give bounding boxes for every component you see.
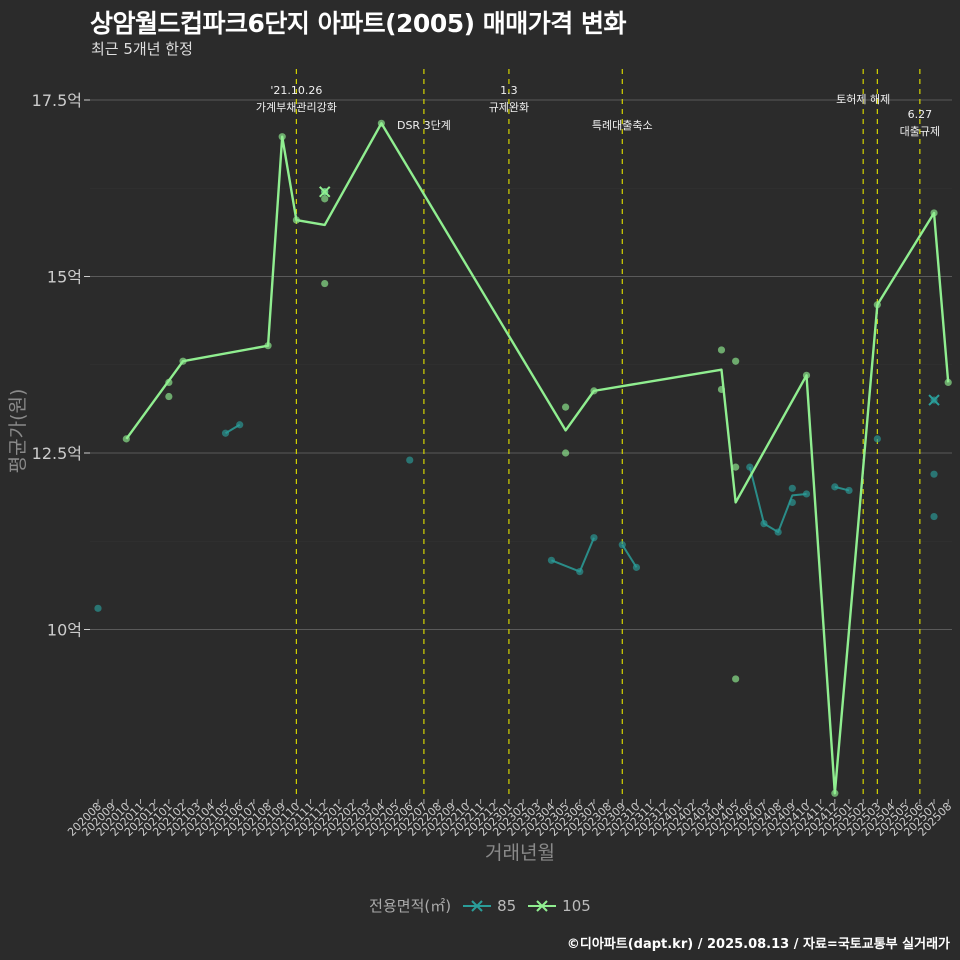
source-caption: ©디아파트(dapt.kr) / 2025.08.13 / 자료=국토교통부 실… bbox=[566, 937, 950, 952]
event-label: 대출규제 bbox=[900, 125, 940, 138]
grid-layer: 10억12.5억15억17.5억202008202009202010202011… bbox=[32, 91, 955, 839]
data-point-105 bbox=[717, 346, 726, 354]
chart-subtitle: 최근 5개년 한정 bbox=[91, 40, 193, 58]
line-layer bbox=[125, 122, 950, 795]
data-point-85 bbox=[590, 534, 598, 542]
event-label: 6.27 bbox=[908, 108, 933, 121]
data-point-85 bbox=[930, 470, 938, 478]
data-point-105 bbox=[873, 301, 881, 309]
data-point-105 bbox=[165, 378, 173, 386]
point-layer bbox=[94, 119, 952, 797]
data-point-105 bbox=[321, 195, 329, 203]
x-axis-title: 거래년월 bbox=[485, 842, 555, 864]
legend: 전용면적(㎡) 85 105 bbox=[0, 895, 960, 916]
data-point-105 bbox=[802, 371, 811, 379]
series-line-85 bbox=[748, 466, 807, 534]
event-label: '21.10.26 bbox=[270, 84, 322, 97]
legend-label-105: 105 bbox=[562, 896, 591, 915]
data-point-105 bbox=[732, 675, 740, 683]
data-point-85 bbox=[930, 512, 938, 521]
data-point-85 bbox=[236, 421, 244, 429]
event-label: DSR 3단계 bbox=[397, 119, 451, 132]
data-point-105 bbox=[292, 216, 300, 224]
data-point-105 bbox=[831, 789, 839, 797]
data-point-105 bbox=[278, 133, 286, 141]
data-point-105 bbox=[732, 357, 740, 365]
data-point-105 bbox=[321, 279, 329, 288]
latest-marker-85 bbox=[928, 394, 940, 406]
y-tick-label: 12.5억 bbox=[32, 444, 82, 463]
data-point-85 bbox=[94, 604, 102, 612]
series-line-85 bbox=[621, 544, 638, 568]
y-axis-title: 평균가(원) bbox=[7, 389, 29, 474]
data-point-105 bbox=[590, 387, 598, 395]
legend-title: 전용면적(㎡) bbox=[369, 897, 452, 915]
data-point-85 bbox=[774, 528, 782, 536]
event-label: 1.3 bbox=[500, 84, 518, 97]
data-point-85 bbox=[746, 463, 754, 471]
series-line-85 bbox=[551, 537, 595, 573]
latest-marker-105 bbox=[319, 186, 331, 198]
series-line-105 bbox=[125, 122, 950, 795]
chart-title: 상암월드컵파크6단지 아파트(2005) 매매가격 변화 bbox=[90, 9, 626, 38]
data-point-105 bbox=[944, 378, 952, 386]
event-label: 특례대출축소 bbox=[592, 119, 653, 132]
y-tick-label: 17.5억 bbox=[32, 91, 82, 110]
data-point-105 bbox=[264, 342, 272, 350]
y-tick-label: 15억 bbox=[47, 268, 82, 287]
data-point-85 bbox=[618, 541, 626, 549]
legend-label-85: 85 bbox=[497, 896, 517, 915]
data-point-85 bbox=[831, 483, 839, 491]
data-point-105 bbox=[717, 385, 726, 394]
data-point-105 bbox=[562, 449, 570, 457]
data-point-105 bbox=[165, 392, 173, 401]
data-point-85 bbox=[802, 490, 811, 498]
data-point-85 bbox=[788, 498, 796, 507]
data-point-105 bbox=[930, 209, 938, 217]
y-tick-label: 10억 bbox=[47, 621, 82, 640]
data-point-105 bbox=[562, 403, 570, 411]
data-point-105 bbox=[377, 119, 385, 127]
data-point-105 bbox=[179, 357, 187, 365]
event-layer bbox=[295, 69, 921, 795]
data-point-85 bbox=[632, 563, 641, 571]
legend-key-85-icon bbox=[463, 899, 492, 912]
data-point-85 bbox=[221, 429, 230, 437]
data-point-85 bbox=[547, 556, 556, 564]
legend-key-105-icon bbox=[528, 899, 557, 912]
legend-item-85: 85 bbox=[463, 897, 516, 915]
data-point-85 bbox=[576, 568, 584, 576]
event-label: 토허제 해제 bbox=[836, 92, 890, 106]
data-point-85 bbox=[845, 486, 853, 495]
event-label: 가계부채관리강화 bbox=[256, 101, 337, 114]
event-label: 규제완화 bbox=[489, 101, 529, 114]
data-point-85 bbox=[873, 435, 881, 443]
data-point-105 bbox=[122, 435, 130, 443]
data-point-85 bbox=[760, 520, 768, 528]
data-point-85 bbox=[406, 456, 414, 464]
legend-item-105: 105 bbox=[528, 897, 591, 915]
data-point-85 bbox=[788, 484, 796, 492]
data-point-105 bbox=[732, 463, 740, 471]
